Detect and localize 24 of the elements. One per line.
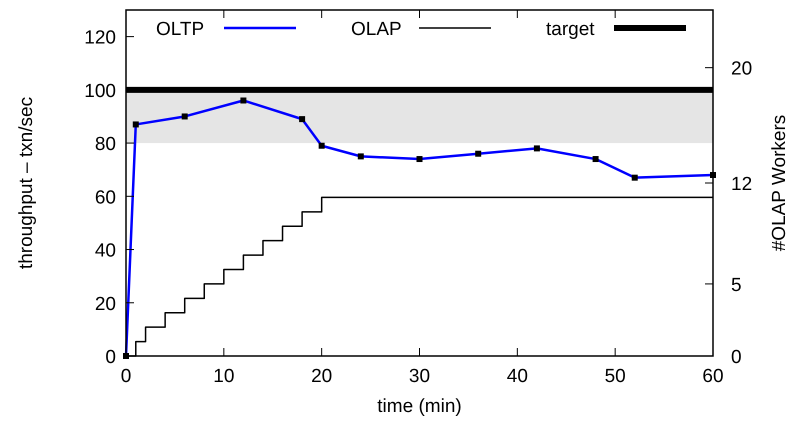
y-axis-title: throughput – txn/sec [16, 96, 37, 270]
y2-tick-label: 20 [731, 58, 752, 80]
y-tick-label: 0 [105, 347, 116, 368]
y2-tick-label: 12 [731, 174, 752, 195]
legend-label: OLAP [351, 19, 402, 40]
y2-tick-label: 0 [731, 347, 742, 368]
y-tick-label: 80 [94, 134, 116, 156]
x-tick-label: 40 [506, 366, 528, 387]
y-tick-label: 100 [84, 80, 116, 102]
x-tick-label: 10 [213, 366, 234, 387]
x-axis-title: time (min) [377, 396, 462, 417]
y-tick-label: 120 [84, 28, 116, 49]
x-tick-label: 50 [604, 366, 626, 387]
y-tick-label: 60 [94, 187, 116, 208]
x-tick-label: 20 [311, 366, 332, 387]
y-tick-label: 40 [94, 240, 116, 262]
legend-label: target [546, 19, 596, 40]
y2-axis-title: #OLAP Workers [769, 114, 790, 252]
x-tick-label: 60 [702, 366, 724, 387]
legend-label: OLTP [156, 19, 204, 40]
x-tick-label: 30 [408, 366, 430, 387]
y-tick-label: 20 [94, 294, 116, 315]
x-tick-label: 0 [120, 366, 132, 387]
y2-tick-label: 5 [731, 274, 742, 296]
